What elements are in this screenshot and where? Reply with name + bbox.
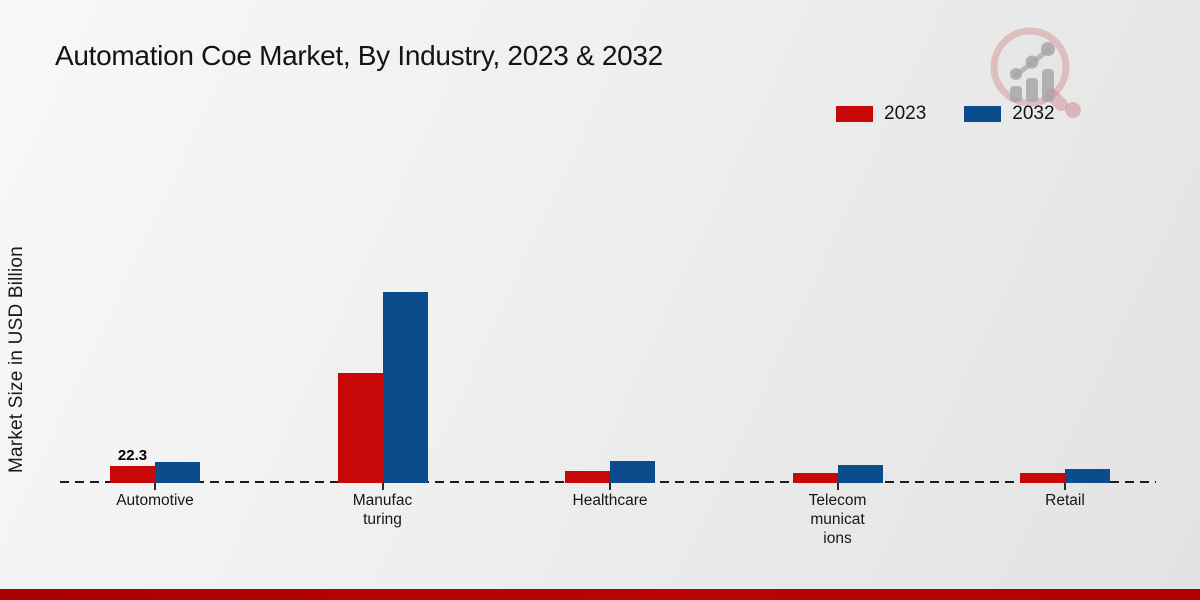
legend-label-2032: 2032: [1012, 103, 1055, 124]
bar-retail-2032: [1065, 469, 1110, 483]
x-tick-manufacturing: [381, 483, 384, 490]
bar-retail-2023: [1020, 473, 1065, 483]
bar-group-healthcare: [496, 183, 724, 483]
legend-swatch-2032: [964, 106, 1002, 122]
bar-group-manufacturing: [269, 183, 497, 483]
legend-item-2023: 2023: [836, 103, 926, 125]
bottom-accent-bar: [0, 589, 1200, 600]
bar-telecommunications-2023: [792, 473, 838, 483]
x-tick-label-automotive: Automotive: [116, 492, 194, 509]
x-tick-telecommunications: [836, 483, 839, 490]
legend: 2023 2032: [836, 103, 1055, 125]
legend-swatch-2023: [836, 106, 873, 122]
legend-label-2023: 2023: [884, 103, 927, 124]
bar-automotive-2032: [155, 462, 200, 483]
x-tick-label-telecommunications: Telecom municat ions: [808, 492, 867, 547]
bar-healthcare-2032: [610, 461, 655, 483]
x-tick-retail: [1064, 483, 1066, 490]
bar-manufacturing-2032: [382, 292, 428, 483]
bar-group-automotive: 22.3: [41, 183, 269, 483]
data-label-automotive-2023: 22.3: [117, 447, 148, 464]
bar-automotive-2023: [110, 466, 155, 483]
x-tick-label-manufacturing: Manufac turing: [352, 492, 413, 528]
bar-telecommunications-2032: [837, 465, 883, 483]
x-tick-automotive: [154, 483, 156, 490]
x-tick-label-retail: Retail: [1045, 492, 1085, 509]
chart-title: Automation Coe Market, By Industry, 2023…: [55, 40, 663, 71]
legend-item-2032: 2032: [964, 103, 1055, 125]
bar-healthcare-2023: [565, 471, 610, 483]
bar-group-retail: [951, 183, 1179, 483]
bar-manufacturing-2023: [337, 373, 383, 483]
x-tick-label-healthcare: Healthcare: [572, 492, 648, 509]
magnifier-bar-chart-logo-icon: [990, 27, 1081, 118]
x-tick-healthcare: [609, 483, 611, 490]
bar-group-telecommunications: [724, 183, 952, 483]
